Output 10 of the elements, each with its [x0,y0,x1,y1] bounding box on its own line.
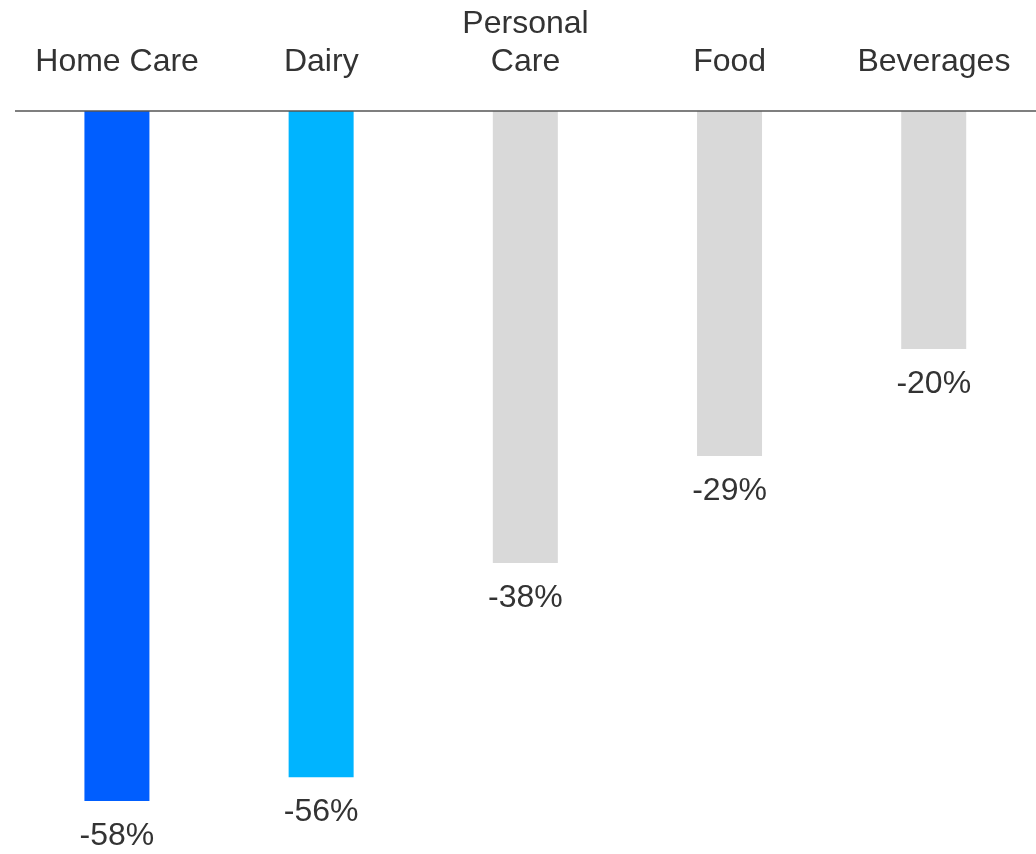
data-label: -58% [79,816,155,852]
x-tick-label: Food [693,42,767,78]
x-tick-label: Home Care [35,42,199,78]
x-tick-label: Beverages [857,42,1011,78]
data-label: -20% [896,363,972,400]
data-label: -56% [283,792,359,829]
x-tick-label: Personal Care [462,4,589,78]
data-label: -38% [487,578,563,615]
data-label: -29% [692,471,767,507]
x-tick-label: Dairy [283,42,359,78]
